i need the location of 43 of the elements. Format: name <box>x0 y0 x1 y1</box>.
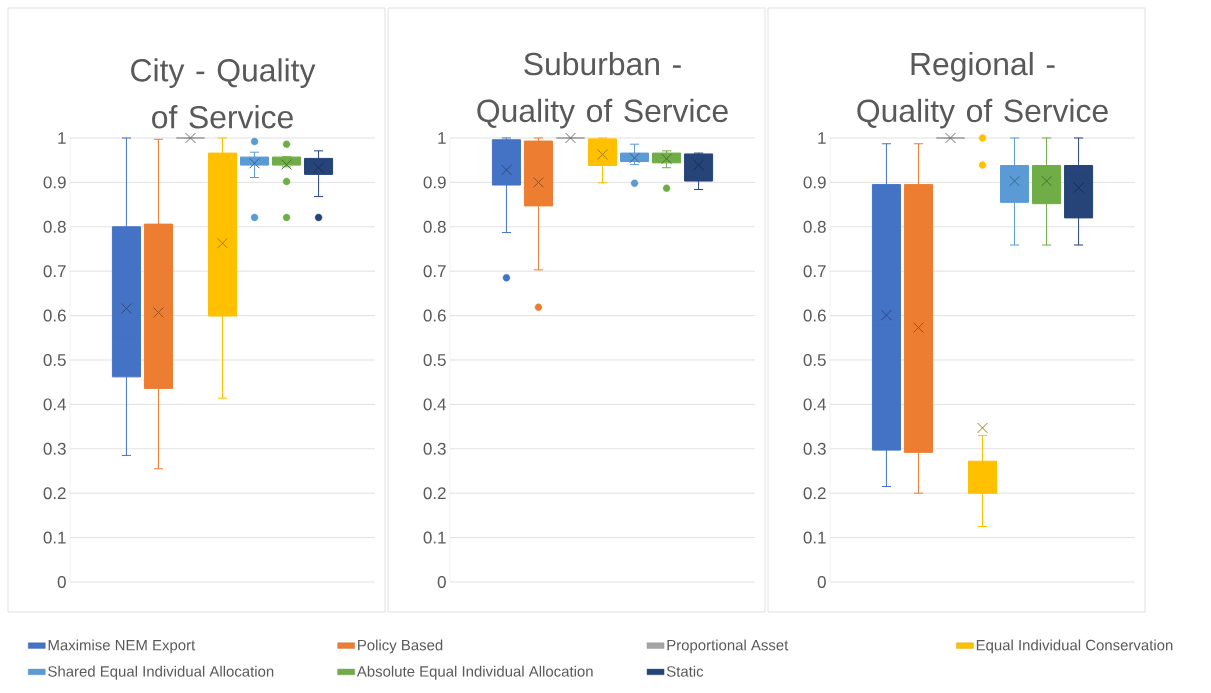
y-tick-label: 0.9 <box>423 176 446 189</box>
y-tick-label: 0.2 <box>423 487 446 500</box>
legend-label: Maximise NEM Export <box>48 639 196 654</box>
y-tick-label: 1 <box>58 132 66 144</box>
chart-title: Regional - Quality of Service <box>857 51 1108 129</box>
y-tick-label: 0.9 <box>43 176 66 189</box>
legend-label: Policy Based <box>358 639 443 654</box>
y-tick-label: 0.1 <box>803 531 826 544</box>
y-tick-label: 0.5 <box>423 353 446 366</box>
y-tick-label: 0.7 <box>423 265 446 278</box>
y-tick-label: 0.1 <box>43 531 66 544</box>
y-tick-label: 0 <box>437 575 446 588</box>
y-tick-label: 0.4 <box>803 398 826 411</box>
y-tick-label: 0 <box>817 575 826 588</box>
y-tick-label: 0.3 <box>423 442 446 455</box>
legend-label: Absolute Equal Individual Allocation <box>356 665 593 680</box>
chart-title: Suburban - Quality of Service <box>477 51 728 129</box>
y-tick-label: 0.8 <box>43 220 66 233</box>
y-tick-label: 0.4 <box>43 398 66 411</box>
legend-label: Shared Equal Individual Allocation <box>48 665 274 680</box>
y-tick-label: 1 <box>818 132 826 144</box>
y-tick-label: 0.7 <box>43 265 66 278</box>
y-tick-label: 0.8 <box>423 220 446 233</box>
chart-title: City - Quality of Service <box>131 58 316 129</box>
y-tick-label: 0.3 <box>43 442 66 455</box>
legend-label: Proportional Asset <box>667 639 789 654</box>
y-tick-label: 0.7 <box>803 265 826 278</box>
legend-label: Equal Individual Conservation <box>976 639 1173 654</box>
y-tick-label: 0.8 <box>803 220 826 233</box>
y-tick-label: 0 <box>57 575 66 588</box>
y-tick-label: 0.5 <box>803 353 826 366</box>
y-tick-label: 0.3 <box>803 442 826 455</box>
y-tick-label: 0.9 <box>803 176 826 189</box>
y-tick-label: 0.6 <box>803 309 826 322</box>
y-tick-label: 0.4 <box>423 398 446 411</box>
y-tick-label: 0.1 <box>423 531 446 544</box>
y-tick-label: 0.2 <box>803 487 826 500</box>
legend-label: Static <box>666 665 704 677</box>
y-tick-label: 0.2 <box>43 487 66 500</box>
y-tick-label: 0.5 <box>43 353 66 366</box>
y-tick-label: 1 <box>438 132 446 144</box>
y-tick-label: 0.6 <box>423 309 446 322</box>
y-tick-label: 0.6 <box>43 309 66 322</box>
